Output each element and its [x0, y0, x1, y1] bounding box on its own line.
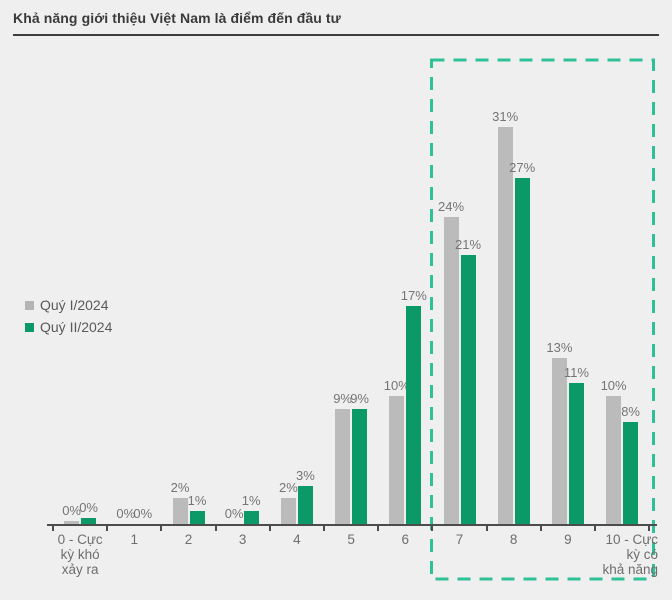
- axis-tick: [377, 524, 380, 531]
- axis-tick: [485, 524, 488, 531]
- value-label-s1-c1: 0%: [116, 506, 136, 521]
- value-label-s2-c9: 11%: [563, 365, 589, 381]
- bar-s1-c0: [64, 521, 80, 524]
- value-label-s2-c2: 1%: [187, 493, 207, 509]
- bar-s1-c2: [172, 498, 188, 524]
- bar-s2-c6: [406, 306, 422, 524]
- value-label-s2-c6: 17%: [400, 288, 427, 304]
- bar-s2-c4: [297, 485, 313, 524]
- bar-s1-c5: [335, 408, 351, 524]
- chart-legend: Quý I/2024 Quý II/2024: [25, 298, 112, 334]
- value-label-s2-c0: 0%: [79, 500, 98, 515]
- axis-tick: [431, 524, 434, 531]
- axis-tick: [268, 524, 271, 531]
- x-axis-label-c4: 4: [293, 532, 301, 547]
- value-label-s2-c10: 8%: [621, 403, 640, 419]
- value-label-s2-c7: 21%: [454, 237, 482, 253]
- axis-tick: [323, 524, 325, 531]
- x-axis-label-c2: 2: [184, 532, 193, 547]
- bar-s2-c7: [460, 255, 476, 524]
- value-label-s1-c9: 13%: [546, 339, 573, 355]
- value-label-s1-c6: 10%: [383, 378, 410, 393]
- bar-s2-c3: [243, 511, 259, 524]
- x-axis-label-c6: 6: [401, 532, 410, 547]
- value-label-s1-c8: 31%: [492, 109, 519, 125]
- value-label-s2-c5: 9%: [350, 390, 369, 406]
- x-axis-label-c1: 1: [130, 532, 139, 547]
- axis-tick: [52, 524, 54, 531]
- x-axis-label-c9: 9: [564, 532, 572, 547]
- legend-label-q2: Quý II/2024: [40, 319, 113, 335]
- x-axis-label-c5: 5: [347, 532, 355, 547]
- chart-header: Khả năng giới thiệu Việt Nam là điểm đến…: [13, 10, 659, 36]
- value-label-s1-c7: 24%: [437, 198, 465, 214]
- value-label-s1-c10: 10%: [600, 378, 627, 393]
- axis-tick: [594, 524, 596, 531]
- x-axis-label-c0: 0 - Cực kỳ khó xảy ra: [57, 532, 103, 577]
- value-label-s2-c8: 27%: [509, 160, 536, 176]
- value-label-s1-c0: 0%: [62, 503, 81, 518]
- x-axis-line: [47, 524, 657, 526]
- value-label-s2-c3: 1%: [241, 493, 261, 509]
- x-axis-label-c3: 3: [238, 532, 247, 547]
- bar-s1-c8: [497, 127, 513, 524]
- bar-s1-c10: [606, 396, 622, 524]
- value-label-s1-c2: 2%: [170, 480, 190, 496]
- bar-s2-c2: [189, 511, 205, 524]
- value-label-s1-c4: 2%: [278, 480, 298, 496]
- x-axis-label-c7: 7: [455, 532, 464, 547]
- axis-tick: [648, 524, 651, 531]
- axis-tick: [106, 524, 109, 531]
- axis-tick: [214, 524, 217, 531]
- axis-tick: [539, 524, 542, 531]
- legend-swatch-q2: [25, 322, 34, 332]
- legend-item-q2: Quý II/2024: [25, 320, 112, 334]
- x-axis-label-c8: 8: [509, 532, 518, 547]
- bar-s1-c4: [280, 498, 296, 524]
- bar-s2-c9: [568, 383, 584, 524]
- bar-s2-c0: [81, 518, 97, 524]
- bar-s1-c9: [551, 357, 567, 524]
- bar-s1-c7: [443, 216, 459, 524]
- bar-s2-c8: [514, 178, 530, 524]
- value-label-s2-c4: 3%: [295, 467, 315, 483]
- axis-tick: [160, 524, 163, 531]
- legend-item-q1: Quý I/2024: [25, 298, 112, 312]
- bar-s2-c10: [623, 421, 639, 524]
- value-label-s1-c5: 9%: [333, 390, 352, 406]
- bar-s2-c5: [352, 408, 368, 524]
- value-label-s1-c3: 0%: [224, 506, 244, 521]
- chart-title: Khả năng giới thiệu Việt Nam là điểm đến…: [13, 10, 341, 26]
- legend-label-q1: Quý I/2024: [40, 297, 109, 313]
- value-label-s2-c1: 0%: [133, 506, 153, 521]
- x-axis-label-c10: 10 - Cực kỳ có khả năng: [602, 532, 658, 577]
- legend-swatch-q1: [25, 300, 34, 310]
- bar-s1-c6: [389, 396, 405, 524]
